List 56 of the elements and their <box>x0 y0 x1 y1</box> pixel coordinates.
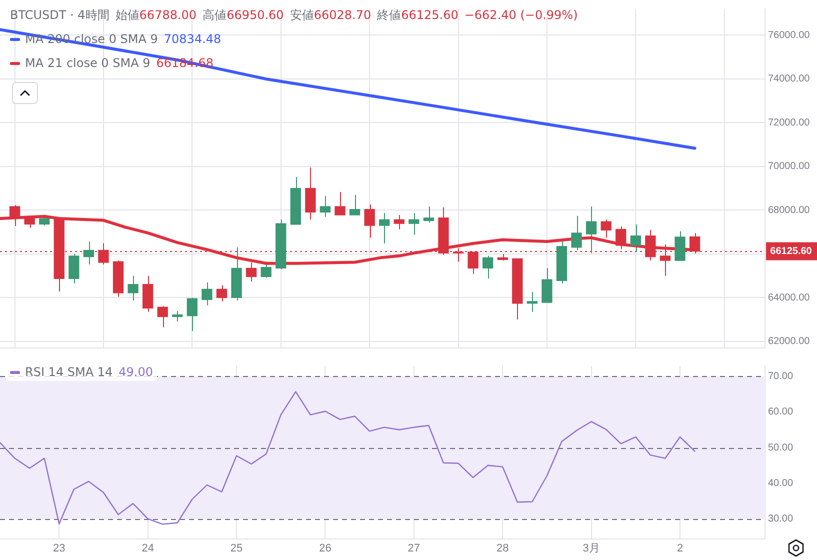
candlestick <box>616 226 626 250</box>
y-tick-label: 50.00 <box>768 442 794 454</box>
annotation: 70834.48 <box>164 32 222 46</box>
x-tick-label: 25 <box>230 542 243 554</box>
candlestick <box>320 195 331 218</box>
x-tick-label: 2 <box>676 542 684 554</box>
candlestick <box>394 214 404 230</box>
y-tick-label: 30.00 <box>768 514 794 525</box>
candlestick <box>68 253 80 284</box>
y-tick-label: 40.00 <box>768 478 794 489</box>
x-tick-label: 27 <box>408 542 420 554</box>
candlestick <box>349 194 360 216</box>
y-tick-label: 72000.00 <box>768 117 810 128</box>
y-tick-label: 74000.00 <box>768 74 810 85</box>
legend-label: RSI 14 SMA 14 <box>25 365 113 379</box>
candlestick <box>216 284 228 302</box>
candlestick <box>379 212 390 244</box>
candlestick <box>364 204 375 238</box>
x-tick-label: 24 <box>142 542 154 554</box>
candlestick <box>571 215 582 251</box>
candlestick <box>83 240 94 265</box>
candlestick <box>202 282 212 306</box>
candlestick <box>586 206 597 254</box>
y-tick-label: 70.00 <box>768 371 794 382</box>
annotation: 終値66125.60 <box>377 8 458 22</box>
annotation: −662.40 (−0.99%) <box>464 8 578 22</box>
x-tick-label: 28 <box>496 542 509 554</box>
candlestick <box>482 255 494 280</box>
candlestick <box>157 306 168 328</box>
candlestick <box>423 206 434 224</box>
x-tick-label: 3月 <box>582 542 600 554</box>
y-tick-label: 60.00 <box>768 406 794 418</box>
candlestick <box>542 268 552 304</box>
y-tick-label: 64000.00 <box>768 292 810 304</box>
annotation: 安値66028.70 <box>290 8 372 22</box>
annotation: 49.00 <box>118 365 154 379</box>
candlestick <box>630 224 641 252</box>
candlestick <box>600 219 612 238</box>
candlestick <box>334 192 346 216</box>
ref-line-label: 66125.60 <box>770 246 812 257</box>
candlestick <box>526 292 538 312</box>
annotation: 始値66788.00 <box>115 8 197 22</box>
x-tick-label: 23 <box>53 542 66 554</box>
y-tick-label: 76000.00 <box>768 30 810 41</box>
y-tick-label: 70000.00 <box>768 161 810 172</box>
legend-label: MA 21 close 0 SMA 9 <box>25 56 150 70</box>
candlestick <box>186 297 198 332</box>
x-tick-label: 26 <box>319 542 332 554</box>
annotation: 高値66950.60 <box>202 8 284 22</box>
candlestick <box>408 212 420 236</box>
candlestick <box>172 310 183 322</box>
candlestick <box>260 261 272 278</box>
chart-title: BTCUSDT · 4時間 <box>10 8 110 22</box>
y-tick-label: 62000.00 <box>768 336 810 348</box>
candlestick <box>128 275 138 302</box>
y-tick-label: 68000.00 <box>768 204 810 216</box>
